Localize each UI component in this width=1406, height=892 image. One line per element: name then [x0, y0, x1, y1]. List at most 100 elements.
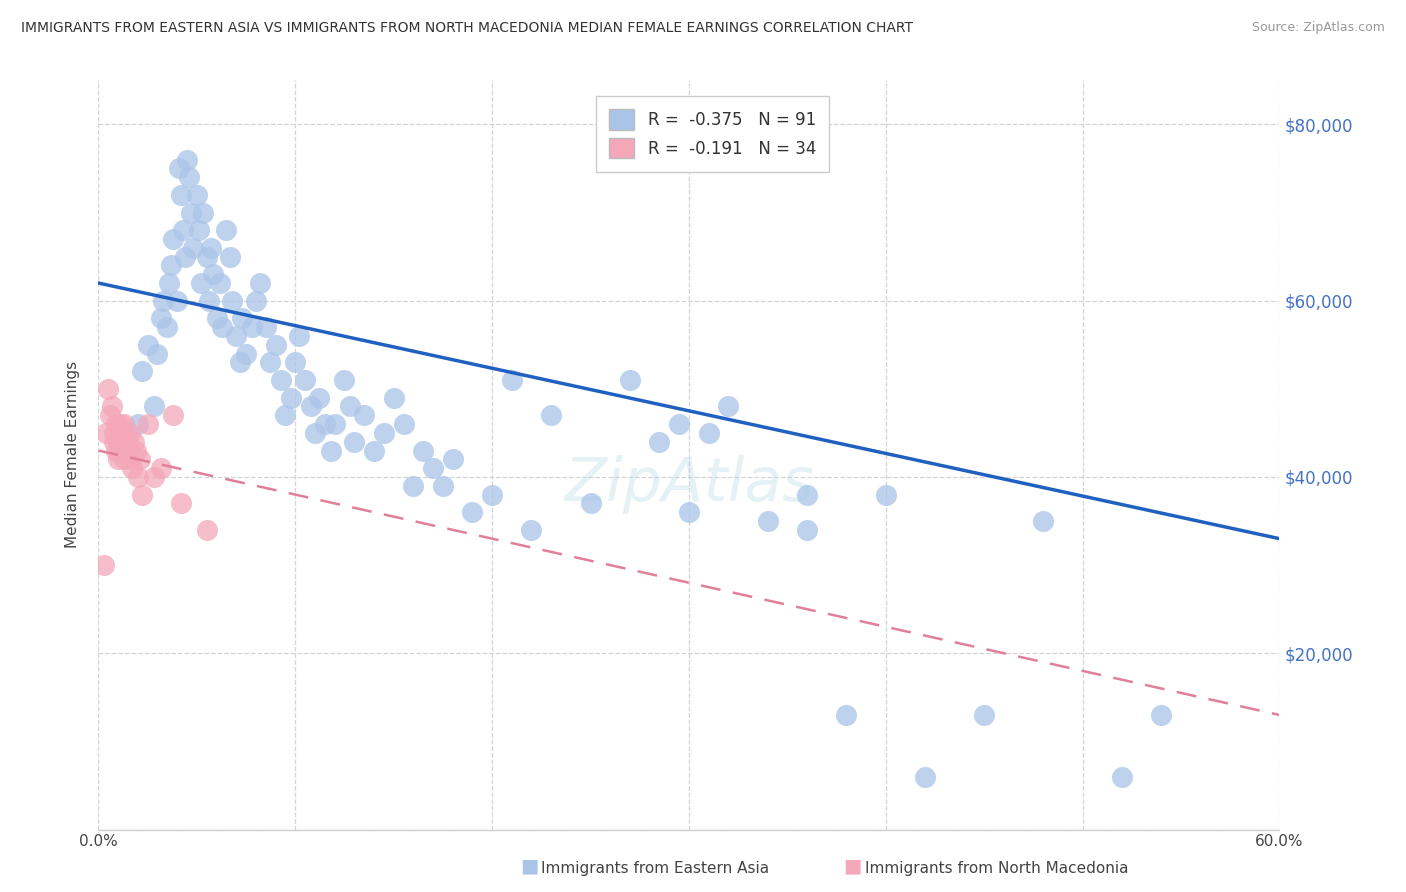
- Point: [333, 373, 356, 387]
- Point: [103, 434, 125, 449]
- Point: [264, 337, 287, 351]
- Point: [200, 241, 222, 255]
- Point: [150, 461, 173, 475]
- Point: [668, 417, 690, 431]
- Point: [481, 487, 503, 501]
- Text: Source: ZipAtlas.com: Source: ZipAtlas.com: [1251, 21, 1385, 34]
- Point: [835, 708, 858, 723]
- Point: [343, 434, 366, 449]
- Point: [201, 267, 224, 281]
- Point: [1032, 514, 1054, 528]
- Text: ■: ■: [844, 857, 862, 876]
- Point: [111, 425, 134, 440]
- Point: [875, 487, 897, 501]
- Point: [187, 223, 209, 237]
- Point: [308, 391, 330, 405]
- Point: [215, 223, 238, 237]
- Point: [152, 293, 174, 308]
- Text: ■: ■: [520, 857, 538, 876]
- Point: [131, 364, 153, 378]
- Point: [118, 425, 141, 440]
- Point: [127, 470, 149, 484]
- Point: [973, 708, 995, 723]
- Point: [195, 250, 218, 264]
- Point: [461, 505, 484, 519]
- Point: [579, 496, 602, 510]
- Point: [172, 223, 194, 237]
- Point: [166, 293, 188, 308]
- Point: [231, 311, 253, 326]
- Point: [219, 250, 242, 264]
- Point: [103, 425, 125, 440]
- Point: [1150, 708, 1173, 723]
- Point: [249, 276, 271, 290]
- Point: [117, 434, 139, 449]
- Text: IMMIGRANTS FROM EASTERN ASIA VS IMMIGRANTS FROM NORTH MACEDONIA MEDIAN FEMALE EA: IMMIGRANTS FROM EASTERN ASIA VS IMMIGRAN…: [21, 21, 912, 35]
- Point: [245, 293, 267, 308]
- Point: [796, 523, 818, 537]
- Point: [304, 425, 326, 440]
- Point: [197, 293, 219, 308]
- Point: [288, 329, 311, 343]
- Point: [540, 409, 562, 423]
- Point: [136, 417, 159, 431]
- Point: [125, 443, 148, 458]
- Point: [209, 276, 232, 290]
- Point: [162, 232, 184, 246]
- Point: [422, 461, 444, 475]
- Point: [1111, 770, 1133, 784]
- Point: [284, 355, 307, 369]
- Point: [353, 409, 375, 423]
- Point: [98, 409, 121, 423]
- Point: [118, 452, 141, 467]
- Point: [150, 311, 173, 326]
- Point: [796, 487, 818, 501]
- Point: [274, 409, 297, 423]
- Point: [756, 514, 779, 528]
- Point: [191, 205, 214, 219]
- Point: [142, 470, 165, 484]
- Point: [240, 320, 263, 334]
- Point: [323, 417, 346, 431]
- Point: [205, 311, 228, 326]
- Point: [181, 241, 204, 255]
- Point: [678, 505, 700, 519]
- Point: [697, 425, 720, 440]
- Point: [319, 443, 342, 458]
- Point: [108, 417, 131, 431]
- Point: [520, 523, 543, 537]
- Point: [136, 337, 159, 351]
- Point: [122, 434, 145, 449]
- Point: [97, 382, 120, 396]
- Point: [117, 443, 139, 458]
- Point: [314, 417, 336, 431]
- Point: [146, 346, 169, 360]
- Point: [717, 400, 740, 414]
- Point: [107, 434, 129, 449]
- Point: [156, 320, 179, 334]
- Point: [180, 205, 202, 219]
- Text: ZipAtlas: ZipAtlas: [564, 456, 814, 515]
- Point: [373, 425, 395, 440]
- Point: [131, 487, 153, 501]
- Point: [170, 187, 193, 202]
- Point: [190, 276, 212, 290]
- Point: [115, 434, 138, 449]
- Point: [363, 443, 385, 458]
- Point: [619, 373, 641, 387]
- Point: [294, 373, 316, 387]
- Point: [174, 250, 197, 264]
- Point: [211, 320, 233, 334]
- Point: [412, 443, 434, 458]
- Point: [176, 153, 198, 167]
- Point: [112, 417, 135, 431]
- Point: [96, 425, 118, 440]
- Point: [167, 161, 190, 176]
- Text: Immigrants from Eastern Asia: Immigrants from Eastern Asia: [541, 861, 769, 876]
- Point: [107, 452, 129, 467]
- Point: [112, 452, 135, 467]
- Point: [432, 479, 454, 493]
- Point: [254, 320, 277, 334]
- Text: Immigrants from North Macedonia: Immigrants from North Macedonia: [865, 861, 1128, 876]
- Point: [157, 276, 180, 290]
